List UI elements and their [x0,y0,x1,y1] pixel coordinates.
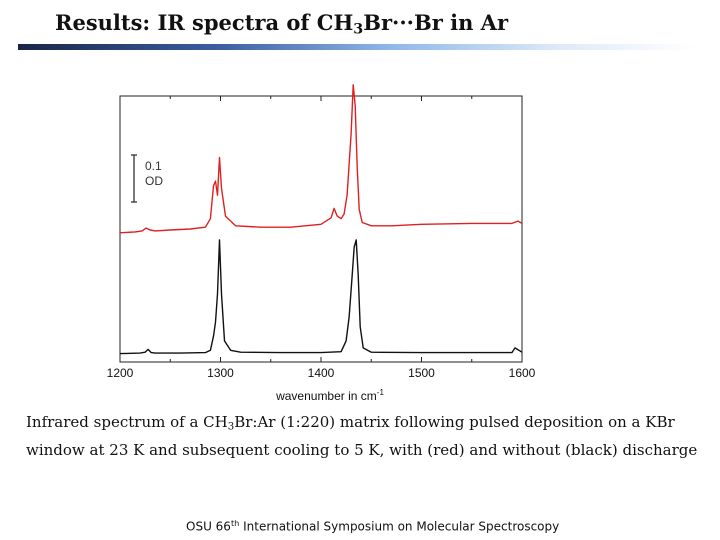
series-line-black [119,239,523,355]
title-suffix: Br···Br in Ar [363,10,509,35]
spectrum-series-group [119,84,523,355]
scale-bar-value-label: 0.1 [145,159,162,173]
x-axis-ticks [119,96,523,362]
title-underline [18,44,696,50]
x-tick-label: 1600 [509,366,536,380]
x-tick-label: 1500 [408,366,435,380]
x-axis-tick-labels: 1200 1300 1400 1500 1600 [107,366,536,380]
od-scale-bar: 0.1 OD [131,154,163,203]
x-tick-label: 1400 [308,366,335,380]
x-tick-label: 1300 [207,366,234,380]
x-axis-label: wavenumber in cm-1 [275,388,384,403]
slide-title: Results: IR spectra of CH3Br···Br in Ar [55,10,508,38]
x-tick-label: 1200 [107,366,134,380]
series-line-red [119,84,523,234]
title-subscript: 3 [353,21,364,38]
figure-caption: Infrared spectrum of a CH3Br:Ar (1:220) … [26,413,698,459]
footer-text: OSU 66th International Symposium on Mole… [186,518,560,534]
title-prefix: Results: IR spectra of CH [55,10,354,35]
scale-bar-unit-label: OD [145,174,163,188]
